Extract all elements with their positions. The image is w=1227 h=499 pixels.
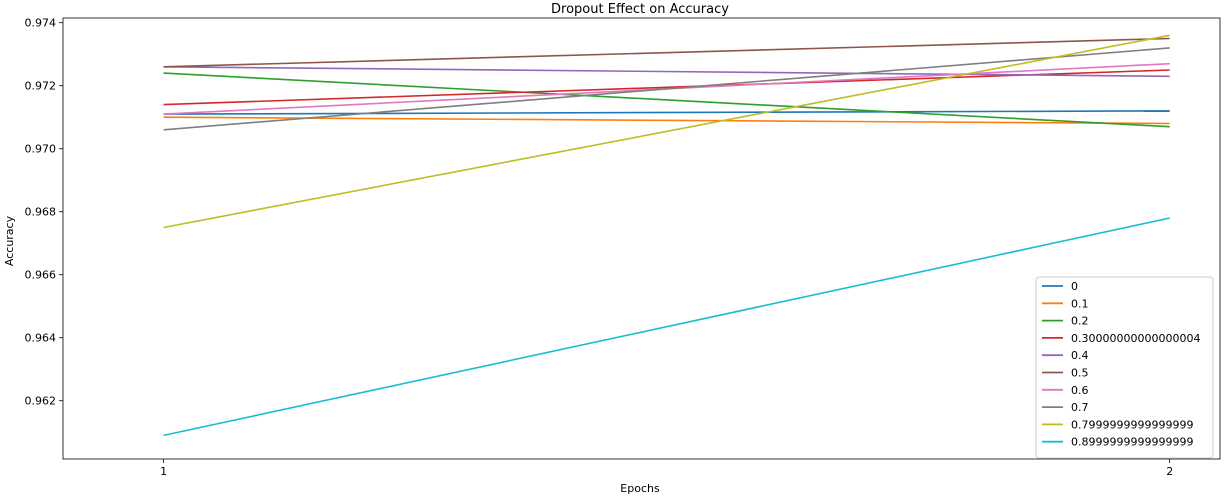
- y-tick-label: 0.970: [25, 143, 57, 156]
- y-tick-label: 0.972: [25, 80, 57, 93]
- y-tick-label: 0.962: [25, 395, 57, 408]
- legend-label-6: 0.6: [1071, 384, 1089, 397]
- legend-label-0: 0: [1071, 280, 1078, 293]
- y-tick-label: 0.974: [25, 17, 57, 30]
- plot-frame: [62, 17, 1221, 460]
- legend-label-2: 0.2: [1071, 315, 1089, 328]
- series-line-3: [163, 69, 1170, 106]
- series-line-8: [163, 34, 1170, 229]
- plot-area: [163, 34, 1170, 437]
- legend-label-4: 0.4: [1071, 349, 1089, 362]
- legend: 0 0.1 0.2 0.30000000000000004 0.4 0.5 0.6 0.7 0.…: [1035, 276, 1214, 459]
- x-axis-label: Epochs: [620, 482, 660, 495]
- legend-label-8: 0.7999999999999999: [1071, 418, 1193, 431]
- series-line-7: [163, 47, 1170, 131]
- series-line-5: [163, 37, 1170, 68]
- series-line-2: [163, 72, 1170, 128]
- legend-label-3: 0.30000000000000004: [1071, 332, 1200, 345]
- series-line-9: [163, 217, 1170, 437]
- legend-box: [1035, 276, 1214, 459]
- legend-label-9: 0.8999999999999999: [1071, 436, 1193, 449]
- y-axis: 0.962 0.964 0.966 0.968 0.970 0.972 0.974: [25, 17, 63, 408]
- x-tick-label: 1: [160, 465, 167, 478]
- y-tick-label: 0.968: [25, 206, 57, 219]
- series-line-0: [163, 110, 1170, 115]
- x-tick-label: 2: [1166, 465, 1173, 478]
- series-line-4: [163, 66, 1170, 78]
- y-tick-label: 0.964: [25, 332, 57, 345]
- chart-title: Dropout Effect on Accuracy: [551, 2, 729, 17]
- y-tick-label: 0.966: [25, 269, 57, 282]
- legend-label-5: 0.5: [1071, 367, 1089, 380]
- legend-label-1: 0.1: [1071, 297, 1089, 310]
- legend-label-7: 0.7: [1071, 401, 1089, 414]
- series-line-1: [163, 116, 1170, 125]
- y-axis-label: Accuracy: [3, 215, 16, 266]
